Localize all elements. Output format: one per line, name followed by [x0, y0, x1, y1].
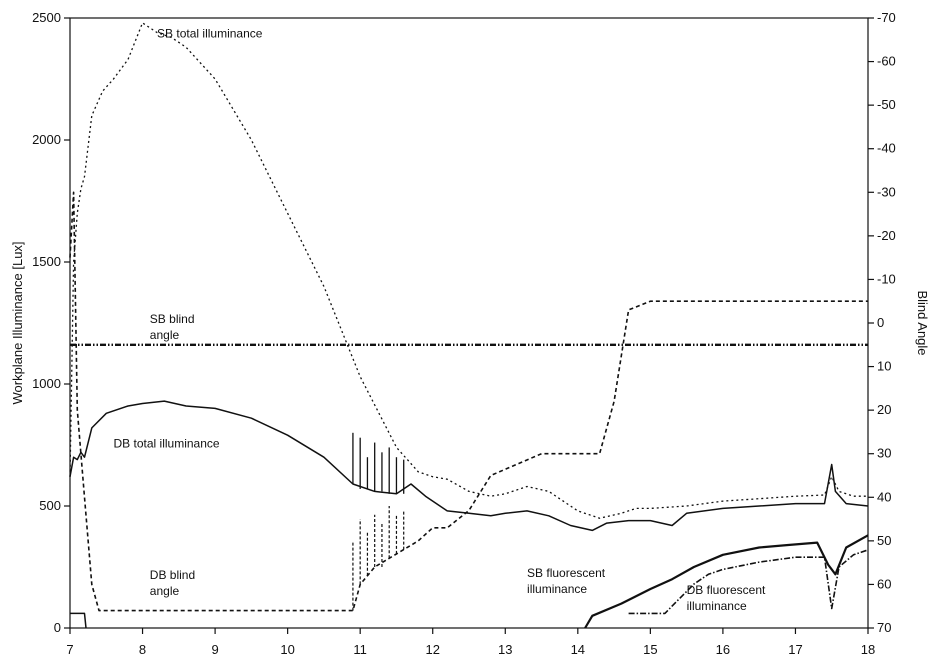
y-tick-label: 2000 — [32, 132, 61, 147]
x-tick-label: 8 — [139, 642, 146, 657]
annotation-line: illuminance — [527, 582, 587, 596]
y-tick-label: 0 — [54, 620, 61, 635]
y-tick-label: 500 — [39, 498, 61, 513]
x-tick-label: 18 — [861, 642, 875, 657]
annotation-db-fluor: DB fluorescent illuminance — [687, 583, 766, 613]
y2-tick-label: -40 — [877, 141, 896, 156]
annotation-line: SB total illuminance — [157, 27, 263, 41]
annotation-line: angle — [150, 328, 180, 342]
annotation-sb-fluor: SB fluorescent illuminance — [527, 566, 606, 596]
y2-axis-title: Blind Angle — [915, 290, 930, 355]
x-tick-label: 17 — [788, 642, 802, 657]
y2-tick-label: 0 — [877, 315, 884, 330]
y2-tick-label: -60 — [877, 54, 896, 69]
series-line-db-fluor — [628, 549, 869, 615]
y-tick-label: 1500 — [32, 254, 61, 269]
y2-tick-label: 60 — [877, 576, 891, 591]
x-tick-label: 13 — [498, 642, 512, 657]
y2-tick-label: -30 — [877, 184, 896, 199]
y2-tick-label: -20 — [877, 228, 896, 243]
x-tick-label: 11 — [353, 642, 367, 657]
series-line-db-blind — [69, 191, 868, 612]
x-tick-label: 14 — [571, 642, 585, 657]
annotation-sb-total: SB total illuminance — [157, 27, 263, 41]
y2-tick-label: -50 — [877, 97, 896, 112]
series-line-sb-fluor — [584, 534, 869, 629]
annotation-layer: SB total illuminance SB blind angle DB tota… — [114, 27, 766, 613]
annotation-line: angle — [150, 584, 180, 598]
annotation-line: illuminance — [687, 599, 747, 613]
y2-tick-label: 40 — [877, 489, 891, 504]
annotation-db-total: DB total illuminance — [114, 436, 220, 450]
x-tick-label: 12 — [425, 642, 439, 657]
y2-tick-label: 20 — [877, 402, 891, 417]
annotation-line: SB fluorescent — [527, 566, 606, 580]
series-layer — [69, 22, 869, 629]
x-tick-label: 10 — [280, 642, 294, 657]
x-tick-label: 15 — [643, 642, 657, 657]
y-tick-label: 1000 — [32, 376, 61, 391]
y2-tick-label: 70 — [877, 620, 891, 635]
x-tick-label: 16 — [716, 642, 730, 657]
annotation-line: DB total illuminance — [114, 436, 220, 450]
axis-ticks: 7 8 9 10 11 12 13 14 15 16 17 180500100015002000250… — [32, 10, 896, 657]
series-line-db-fluor-small — [70, 612, 87, 629]
y2-tick-label: -10 — [877, 271, 896, 286]
y2-tick-label: -70 — [877, 10, 896, 25]
y2-tick-label: 30 — [877, 446, 891, 461]
series-line-db-total — [69, 400, 869, 532]
annotation-line: DB fluorescent — [687, 583, 766, 597]
series-line-sb-total — [69, 22, 868, 519]
annotation-db-blind: DB blind angle — [150, 568, 195, 598]
y-axis-title: Workplane Illuminance [Lux] — [10, 241, 25, 404]
annotation-line: SB blind — [150, 312, 195, 326]
x-tick-label: 7 — [66, 642, 73, 657]
annotation-line: DB blind — [150, 568, 195, 582]
annotation-sb-blind: SB blind angle — [150, 312, 195, 342]
y2-tick-label: 50 — [877, 533, 891, 548]
y2-tick-label: 10 — [877, 359, 891, 374]
x-tick-label: 9 — [211, 642, 218, 657]
y-tick-label: 2500 — [32, 10, 61, 25]
